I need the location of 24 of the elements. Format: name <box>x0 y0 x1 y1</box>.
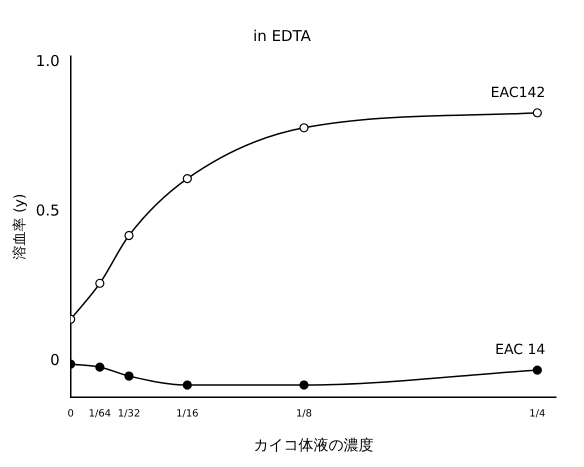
chart-title: in EDTA <box>253 26 312 45</box>
y-tick-label: 1.0 <box>36 52 60 70</box>
series-label: EAC 14 <box>495 342 546 358</box>
point <box>299 380 309 390</box>
point <box>532 108 542 118</box>
point <box>124 371 134 381</box>
point <box>182 380 192 390</box>
x-tick-label: 0 <box>67 408 74 420</box>
y-tick-label: 0 <box>50 350 60 369</box>
y-tick-label: 0.5 <box>36 201 60 220</box>
x-tick-label: 1/8 <box>296 408 312 420</box>
point <box>182 174 192 184</box>
x-tick-label: 1/16 <box>176 408 199 420</box>
point <box>299 123 309 132</box>
x-tick-label: 1/4 <box>529 408 546 420</box>
x-tick-label: 1/64 <box>88 408 112 420</box>
x-tick-label: 1/32 <box>118 408 140 420</box>
point <box>95 278 104 288</box>
series-label: EAC142 <box>490 84 546 101</box>
point <box>124 230 134 240</box>
point <box>532 365 542 375</box>
point <box>95 362 104 372</box>
y-axis-title: 溶血率 (y) <box>12 194 28 260</box>
x-axis-title: カイコ体液の濃度 <box>253 436 374 454</box>
